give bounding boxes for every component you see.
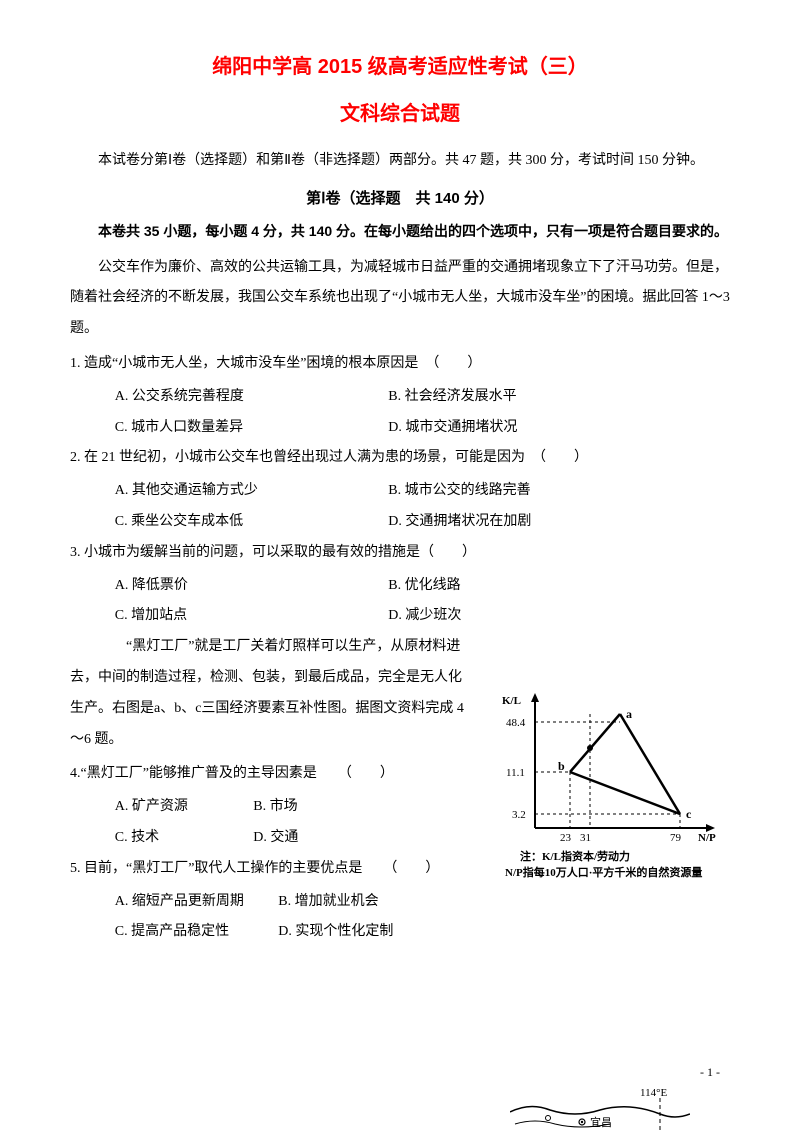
q5-opt-c: C. 提高产品稳定性 xyxy=(115,917,275,948)
fig-xlabel: N/P xyxy=(698,832,716,844)
q1-stem: 1. 造成“小城市无人坐，大城市没车坐”困境的根本原因是 （ ） xyxy=(70,349,730,380)
section-heading: 第Ⅰ卷（选择题 共 140 分） xyxy=(70,187,730,208)
section-intro: 本卷共 35 小题，每小题 4 分，共 140 分。在每小题给出的四个选项中，只… xyxy=(70,216,730,247)
q2-options-row1: A. 其他交通运输方式少 B. 城市公交的线路完善 xyxy=(70,476,730,507)
fig-ytick-0: 48.4 xyxy=(506,717,526,729)
economics-figure: K/L 48.4 11.1 3.2 23 31 79 a b c N/P 注：K… xyxy=(500,688,730,883)
q1-opt-c: C. 城市人口数量差异 xyxy=(115,413,385,444)
q1-opt-b: B. 社会经济发展水平 xyxy=(388,382,516,413)
q1-opt-d: D. 城市交通拥堵状况 xyxy=(388,413,517,444)
fig-ytick-1: 11.1 xyxy=(506,767,525,779)
fig-xtick-2: 79 xyxy=(670,832,682,844)
q5-opt-a: A. 缩短产品更新周期 xyxy=(115,887,275,918)
fig-ylabel: K/L xyxy=(502,695,521,707)
passage-2: “黑灯工厂”就是工厂关着灯照样可以生产，从原材料进去，中间的制造过程，检测、包装… xyxy=(70,632,470,755)
fig-ytick-2: 3.2 xyxy=(512,809,526,821)
fig-point-b: b xyxy=(558,759,565,773)
map-city-label: 宜昌 xyxy=(590,1115,612,1129)
q5-options-row2: C. 提高产品稳定性 D. 实现个性化定制 xyxy=(70,917,730,948)
exam-intro: 本试卷分第Ⅰ卷（选择题）和第Ⅱ卷（非选择题）两部分。共 47 题，共 300 分… xyxy=(70,146,730,177)
q3-options-row2: C. 增加站点 D. 减少班次 xyxy=(70,601,730,632)
q2-opt-b: B. 城市公交的线路完善 xyxy=(388,476,530,507)
q1-opt-a: A. 公交系统完善程度 xyxy=(115,382,385,413)
q1-options-row2: C. 城市人口数量差异 D. 城市交通拥堵状况 xyxy=(70,413,730,444)
map-fragment: 114°E 宜昌 xyxy=(510,1084,690,1132)
title-main: 绵阳中学高 2015 级高考适应性考试（三） xyxy=(70,50,730,79)
q2-options-row2: C. 乘坐公交车成本低 D. 交通拥堵状况在加剧 xyxy=(70,507,730,538)
fig-point-a: a xyxy=(626,707,632,721)
q2-opt-a: A. 其他交通运输方式少 xyxy=(115,476,385,507)
fig-xtick-1: 31 xyxy=(580,832,591,844)
title-sub: 文科综合试题 xyxy=(70,97,730,126)
q2-opt-c: C. 乘坐公交车成本低 xyxy=(115,507,385,538)
passage-1: 公交车作为廉价、高效的公共运输工具，为减轻城市日益严重的交通拥堵现象立下了汗马功… xyxy=(70,253,730,345)
q4-opt-d: D. 交通 xyxy=(253,823,298,854)
q4-opt-a: A. 矿产资源 xyxy=(115,792,250,823)
q3-opt-c: C. 增加站点 xyxy=(115,601,385,632)
q3-stem: 3. 小城市为缓解当前的问题，可以采取的最有效的措施是（ ） xyxy=(70,538,730,569)
q3-options-row1: A. 降低票价 B. 优化线路 xyxy=(70,571,730,602)
q3-opt-b: B. 优化线路 xyxy=(388,571,460,602)
q3-opt-d: D. 减少班次 xyxy=(388,601,461,632)
fig-xtick-0: 23 xyxy=(560,832,572,844)
fig-note2: N/P指每10万人口·平方千米的自然资源量 xyxy=(505,865,702,879)
q4-opt-b: B. 市场 xyxy=(253,792,297,823)
q1-options-row1: A. 公交系统完善程度 B. 社会经济发展水平 xyxy=(70,382,730,413)
q3-opt-a: A. 降低票价 xyxy=(115,571,385,602)
fig-point-c: c xyxy=(686,807,692,821)
q4-opt-c: C. 技术 xyxy=(115,823,250,854)
q5-options-row1: A. 缩短产品更新周期 B. 增加就业机会 xyxy=(70,887,730,918)
map-longitude-label: 114°E xyxy=(640,1087,667,1099)
q5-opt-d: D. 实现个性化定制 xyxy=(278,917,393,948)
page-number: - 1 - xyxy=(700,1065,720,1080)
fig-note1: 注：K/L指资本/劳动力 xyxy=(520,849,630,863)
q5-opt-b: B. 增加就业机会 xyxy=(278,887,378,918)
q2-opt-d: D. 交通拥堵状况在加剧 xyxy=(388,507,531,538)
q2-stem: 2. 在 21 世纪初，小城市公交车也曾经出现过人满为患的场景，可能是因为 （ … xyxy=(70,443,730,474)
